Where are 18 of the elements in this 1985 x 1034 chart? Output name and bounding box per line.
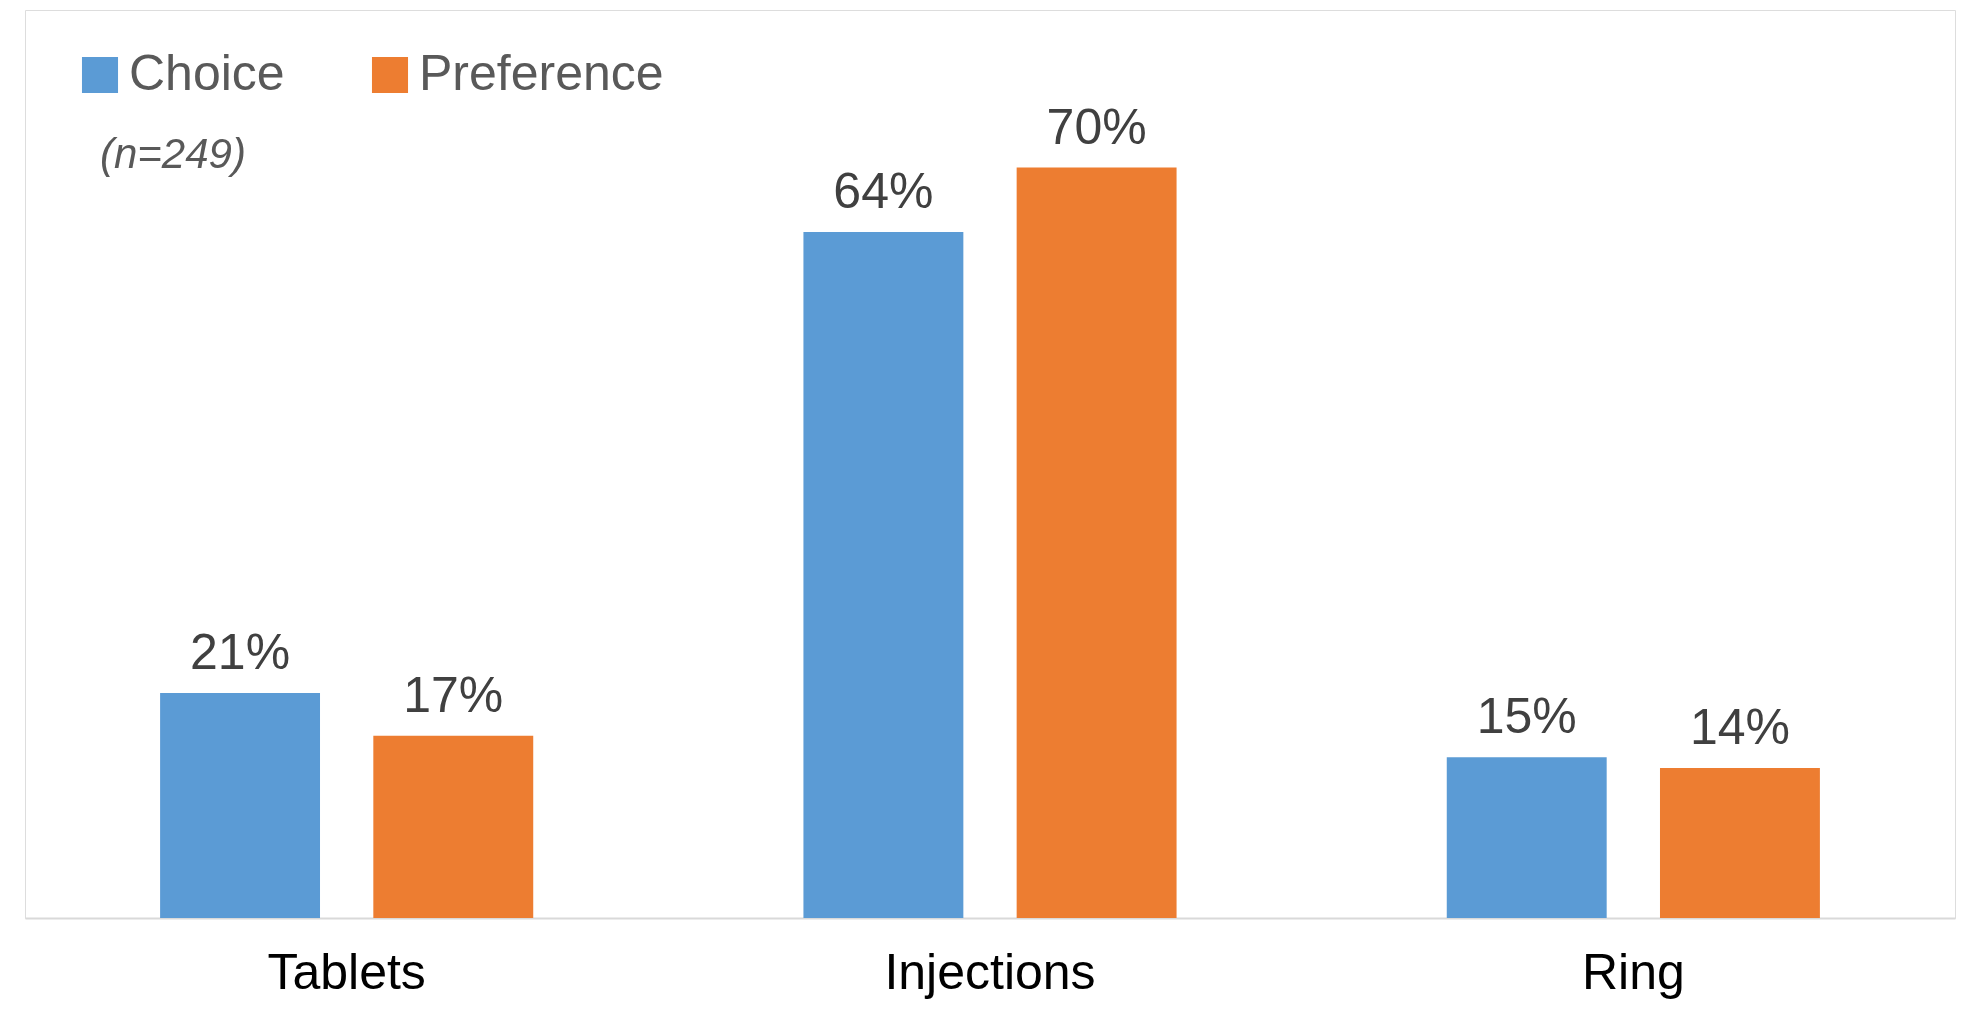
legend-label: Preference xyxy=(419,45,664,101)
data-label: 70% xyxy=(1046,98,1147,155)
data-label: 14% xyxy=(1689,698,1790,755)
bar xyxy=(373,735,534,918)
data-label: 64% xyxy=(833,162,934,219)
bar xyxy=(160,692,321,918)
data-label: 15% xyxy=(1476,688,1577,745)
bar xyxy=(1446,757,1607,918)
annotation: (n=249) xyxy=(100,130,246,177)
data-label: 21% xyxy=(190,623,291,680)
bar xyxy=(1016,167,1177,918)
bar xyxy=(1659,767,1820,918)
x-tick-label: Tablets xyxy=(267,943,426,1000)
bar xyxy=(803,231,964,918)
x-tick-label: Injections xyxy=(884,943,1096,1000)
legend-label: Choice xyxy=(129,45,285,101)
data-label: 17% xyxy=(403,666,504,723)
x-tick-label: Ring xyxy=(1581,943,1685,1000)
